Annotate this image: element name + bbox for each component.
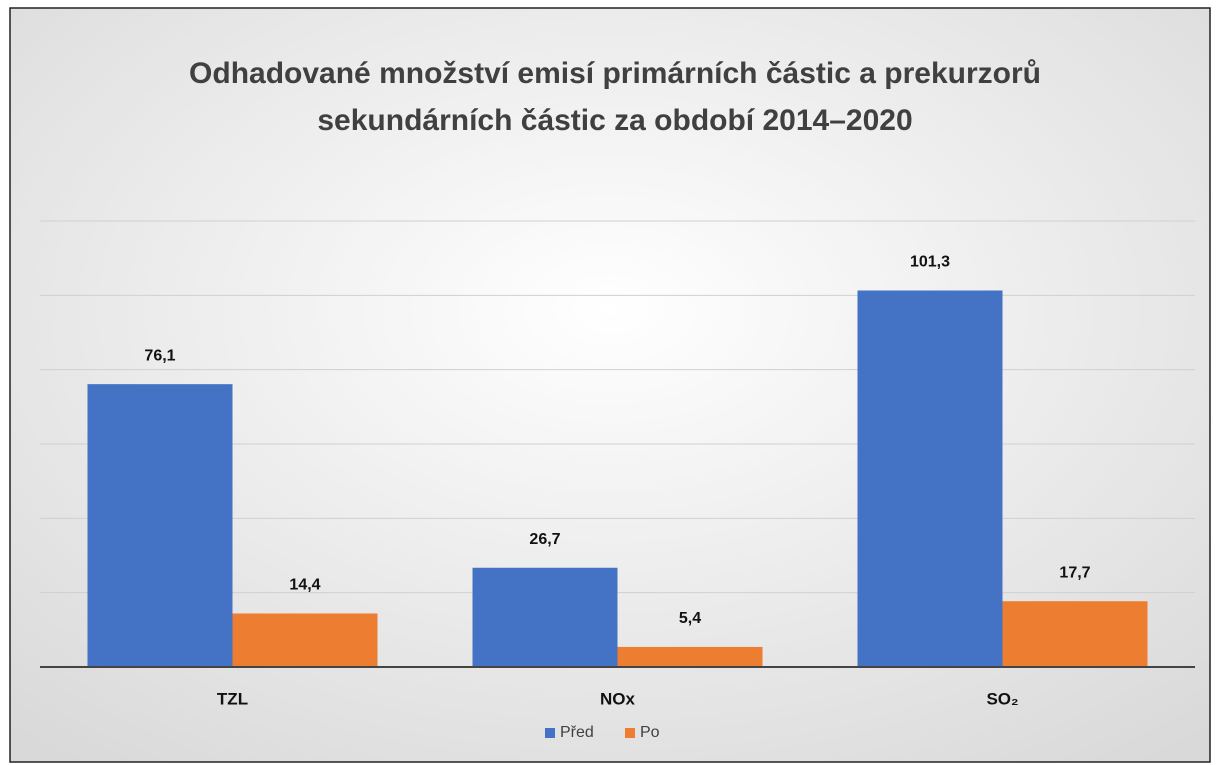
- data-label: 14,4: [289, 577, 320, 594]
- data-label: 26,7: [529, 531, 560, 548]
- data-label: 5,4: [679, 610, 701, 627]
- bar: [617, 646, 763, 667]
- legend-swatch: [625, 728, 635, 738]
- x-tick-label: TZL: [217, 689, 248, 708]
- data-label: 101,3: [910, 254, 950, 271]
- legend-swatch: [545, 728, 555, 738]
- chart-title: Odhadované množství emisí primárních čás…: [189, 57, 1041, 90]
- bar: [472, 567, 618, 667]
- bar: [1002, 601, 1148, 667]
- data-label: 17,7: [1059, 564, 1090, 581]
- chart-title: sekundárních částic za období 2014–2020: [317, 104, 912, 137]
- bar: [232, 613, 378, 667]
- legend-label: Před: [560, 724, 594, 741]
- bar: [87, 384, 233, 667]
- data-label: 76,1: [144, 347, 175, 364]
- legend-label: Po: [640, 724, 660, 741]
- bar: [857, 290, 1003, 667]
- x-tick-label: NOx: [600, 689, 636, 708]
- x-tick-label: SO₂: [986, 689, 1018, 708]
